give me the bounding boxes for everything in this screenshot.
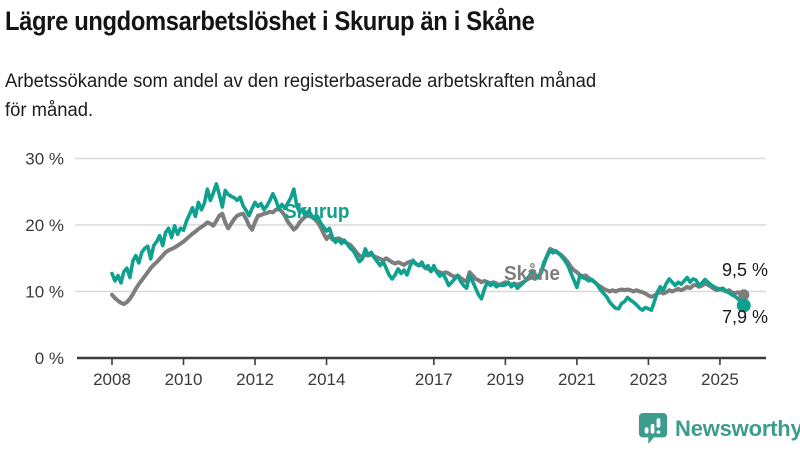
chart-subtitle-line2: för månad. xyxy=(5,100,94,121)
y-tick-label-0: 0 % xyxy=(35,349,64,368)
series-line-skurup xyxy=(110,182,746,312)
x-tick-label-2010: 2010 xyxy=(165,370,203,389)
end-dot-skåne xyxy=(738,289,750,301)
end-dot-skurup xyxy=(736,298,751,313)
newsworthy-bar-chart-bubble-icon xyxy=(638,413,668,444)
x-tick-label-2008: 2008 xyxy=(93,370,131,389)
x-tick-label-2019: 2019 xyxy=(486,370,524,389)
line-chart-canvas: 0 % 10 % 20 % 30 % 2008 2010 2012 2014 2017 2019 2… xyxy=(25,150,766,389)
end-value-skane: 9,5 % xyxy=(722,260,769,280)
newsworthy-wordmark: Newsworthy xyxy=(675,415,800,441)
x-tick-label-2021: 2021 xyxy=(558,370,596,389)
series-line-skåne xyxy=(110,207,746,307)
series-label-skurup: Skurup xyxy=(284,201,350,223)
end-value-skurup: 7,9 % xyxy=(722,307,769,327)
y-tick-label-20: 20 % xyxy=(25,216,64,235)
x-tick-label-2023: 2023 xyxy=(629,370,667,389)
y-tick-label-30: 30 % xyxy=(25,150,64,169)
chart-subtitle-line1: Arbetssökande som andel av den registerb… xyxy=(5,71,597,92)
x-tick-label-2012: 2012 xyxy=(236,370,274,389)
x-tick-label-2014: 2014 xyxy=(308,370,346,389)
x-tick-label-2017: 2017 xyxy=(415,370,453,389)
newsworthy-logo[interactable]: Newsworthy xyxy=(638,412,800,445)
series-label-skane: Skåne xyxy=(504,263,560,285)
x-tick-label-2025: 2025 xyxy=(701,370,739,389)
y-tick-label-10: 10 % xyxy=(25,283,64,302)
chart-title: Lägre ungdomsarbetslöshet i Skurup än i … xyxy=(5,6,535,36)
